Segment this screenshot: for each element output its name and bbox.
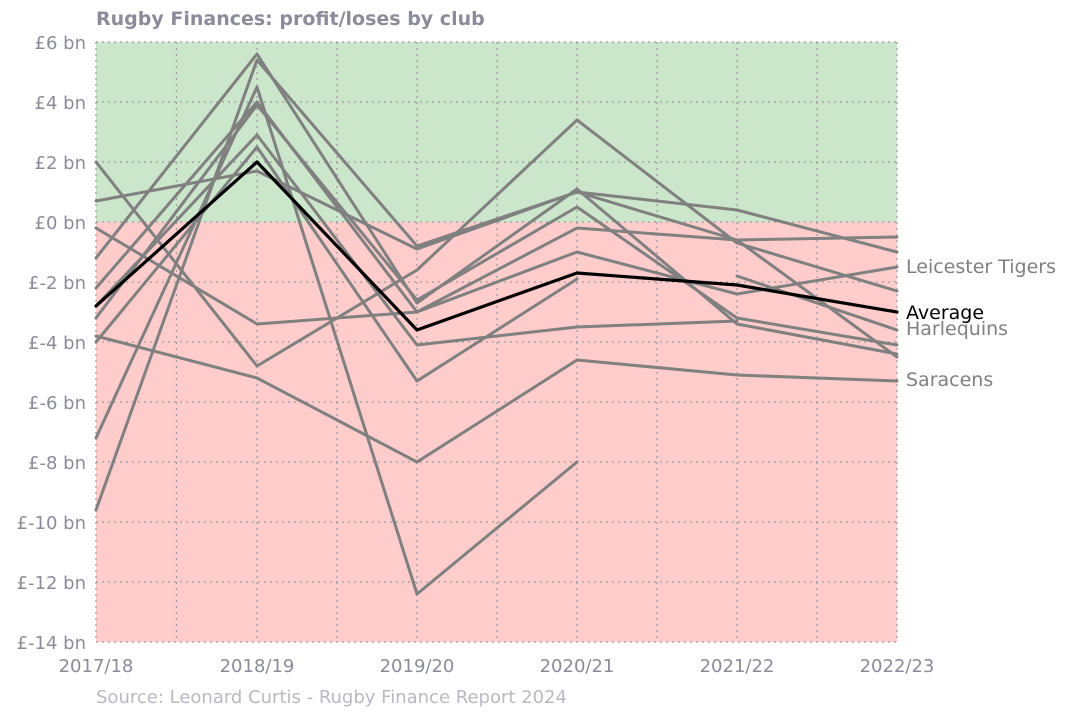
y-axis: £6 bn £4 bn £2 bn £0 bn £-2 bn £-4 bn £-6 bn £-… [17,33,86,654]
chart-source: Source: Leonard Curtis - Rugby Finance R… [96,687,567,708]
series-line-harlequins [735,274,899,332]
end-label-saracens: Saracens [906,369,993,391]
y-tick-label: £-4 bn [28,333,86,354]
y-tick-label: £6 bn [35,33,86,54]
club-series-line [94,226,899,359]
x-axis: 2017/18 2018/19 2019/20 2020/21 2021/22 2022/… [59,656,935,677]
y-tick-label: £0 bn [35,213,86,234]
y-tick-label: £2 bn [35,153,86,174]
chart-title: Rugby Finances: profit/loses by club [96,8,485,30]
end-label-harlequins: Harlequins [906,318,1008,340]
club-series-line [94,103,899,347]
y-tick-label: £-14 bn [17,633,86,654]
series-line-saracens [94,334,899,464]
club-series-line [94,58,899,512]
y-tick-label: £4 bn [35,93,86,114]
series-line-harlequins [94,145,579,383]
club-series-line [94,133,739,347]
x-tick-label: 2020/21 [540,656,615,677]
x-tick-label: 2022/23 [860,656,935,677]
x-tick-label: 2019/20 [380,656,455,677]
x-tick-label: 2021/22 [700,656,775,677]
average-line-group [94,160,899,332]
average-line [94,160,899,332]
end-label-leicester-tigers: Leicester Tigers [906,256,1056,278]
club-series-line [94,118,899,368]
x-tick-label: 2017/18 [59,656,134,677]
club-series-line [94,52,899,356]
gridlines [95,41,898,643]
y-tick-label: £-8 bn [28,453,86,474]
y-tick-label: £-2 bn [28,273,86,294]
y-tick-label: £-12 bn [17,573,86,594]
end-label-average: Average [906,302,984,324]
y-tick-label: £-10 bn [17,513,86,534]
y-tick-label: £-6 bn [28,393,86,414]
x-tick-label: 2018/19 [220,656,295,677]
